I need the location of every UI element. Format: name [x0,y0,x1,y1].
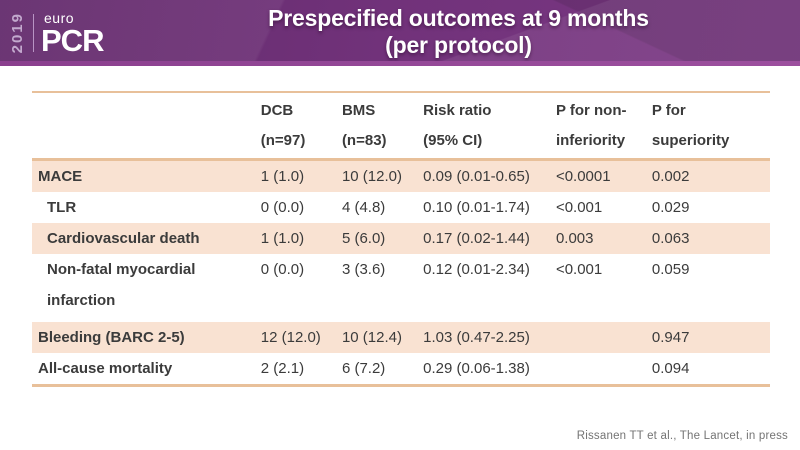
col-header-p-noninferiority: P for non- inferiority [555,92,652,161]
cell-dcb: 2 (2.1) [260,360,305,377]
slide-title: Prespecified outcomes at 9 months (per p… [125,5,792,59]
logo-pcr-label: PCR [41,22,104,58]
logo-divider [33,14,34,52]
table-row-mace: MACE 1 (1.0) 10 (12.0) 0.09 (0.01-0.65) … [32,159,770,192]
cell-dcb: 0 (0.0) [260,261,305,278]
logo-text: euro PCR [41,9,104,58]
cell-risk-ratio: 0.10 (0.01-1.74) [423,199,530,216]
col-header-risk-ratio: Risk ratio (95% CI) [423,92,556,161]
table-row-tlr: TLR 0 (0.0) 4 (4.8) 0.10 (0.01-1.74) <0.… [32,192,770,223]
cell-dcb: 0 (0.0) [260,199,305,216]
logo-year: 2019 [9,12,26,54]
slide-title-line1: Prespecified outcomes at 9 months [268,5,649,31]
row-label: TLR [47,199,77,216]
row-label: All-cause mortality [38,360,173,377]
banner-accent-strip [0,61,800,66]
table-row-all-cause-mortality: All-cause mortality 2 (2.1) 6 (7.2) 0.29… [32,353,770,386]
cell-p-superiority: 0.063 [651,230,690,247]
cell-p-noninferiority [556,353,652,386]
cell-p-superiority: 0.094 [651,360,690,377]
table-row-nonfatal-mi: Non-fatal myocardial infarction 0 (0.0) … [32,254,770,322]
row-label: Bleeding (BARC 2-5) [38,329,185,346]
cell-bms: 5 (6.0) [341,230,386,247]
table-header: DCB (n=97) BMS (n=83) Risk ratio (95% CI… [32,92,770,161]
citation: Rissanen TT et al., The Lancet, in press [576,430,788,442]
cell-bms: 4 (4.8) [341,199,386,216]
cell-p-noninferiority: <0.0001 [555,168,611,185]
cell-p-noninferiority [556,322,652,353]
cell-risk-ratio: 0.29 (0.06-1.38) [423,360,530,377]
logo-euro-label: euro [44,9,75,26]
cell-p-superiority: 0.002 [651,168,690,185]
table-row-bleeding: Bleeding (BARC 2-5) 12 (12.0) 10 (12.4) … [32,322,770,353]
cell-bms: 6 (7.2) [341,360,386,377]
cell-p-superiority: 0.029 [651,199,690,216]
col-header-dcb: DCB (n=97) [260,92,342,161]
cell-risk-ratio: 0.09 (0.01-0.65) [423,168,530,185]
col-header-p-superiority: P for superiority [651,92,770,161]
cell-risk-ratio: 1.03 (0.47-2.25) [423,329,530,346]
table-row-cardiovascular-death: Cardiovascular death 1 (1.0) 5 (6.0) 0.1… [32,223,770,254]
col-header-outcome [32,92,261,161]
outcomes-table: DCB (n=97) BMS (n=83) Risk ratio (95% CI… [32,91,770,387]
row-label: Non-fatal myocardial infarction [47,261,196,309]
cell-risk-ratio: 0.17 (0.02-1.44) [423,230,530,247]
slide-title-line2: (per protocol) [385,32,532,58]
cell-bms: 10 (12.4) [341,329,402,346]
cell-p-superiority: 0.947 [651,329,690,346]
cell-risk-ratio: 0.12 (0.01-2.34) [423,261,530,278]
table-container: DCB (n=97) BMS (n=83) Risk ratio (95% CI… [32,91,770,387]
row-label: Cardiovascular death [47,230,200,247]
cell-bms: 10 (12.0) [341,168,402,185]
cell-dcb: 12 (12.0) [260,329,321,346]
cell-p-noninferiority: <0.001 [555,261,603,278]
cell-p-superiority: 0.059 [651,261,690,278]
row-label: MACE [38,168,83,185]
col-header-bms: BMS (n=83) [341,92,424,161]
banner: 2019 euro PCR Prespecified outcomes at 9… [0,0,800,66]
table-body: MACE 1 (1.0) 10 (12.0) 0.09 (0.01-0.65) … [32,159,770,386]
europcr-logo: 2019 euro PCR [9,6,104,60]
cell-dcb: 1 (1.0) [260,230,305,247]
cell-dcb: 1 (1.0) [260,168,305,185]
cell-bms: 3 (3.6) [341,261,386,278]
cell-p-noninferiority: 0.003 [555,230,594,247]
cell-p-noninferiority: <0.001 [555,199,603,216]
